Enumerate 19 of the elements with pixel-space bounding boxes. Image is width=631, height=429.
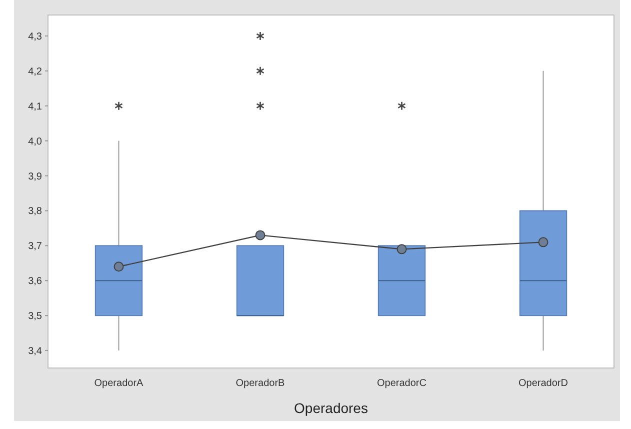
- y-tick-label: 3,4: [28, 346, 42, 358]
- x-tick-label: OperadorC: [377, 378, 426, 389]
- y-tick-label: 4,0: [28, 136, 42, 148]
- y-tick-label: 4,3: [28, 31, 42, 42]
- x-axis-title: Operadores: [294, 400, 368, 416]
- y-tick-label: 4,1: [28, 101, 42, 112]
- y-tick-label: 3,7: [28, 241, 42, 252]
- point: [396, 244, 407, 254]
- y-tick-label: 4,2: [28, 66, 42, 78]
- point: [538, 237, 548, 248]
- x-tick-label: OperadorD: [518, 378, 568, 389]
- point: [114, 262, 124, 272]
- x-tick-label: OperadorA: [94, 378, 144, 389]
- y-tick-label: 3,6: [28, 276, 42, 288]
- point: [255, 230, 266, 240]
- y-tick-label: 3,8: [28, 206, 42, 218]
- y-tick-label: 3,9: [28, 171, 42, 182]
- x-tick-label: OperadorB: [236, 378, 286, 389]
- y-tick-label: 3,5: [28, 311, 42, 322]
